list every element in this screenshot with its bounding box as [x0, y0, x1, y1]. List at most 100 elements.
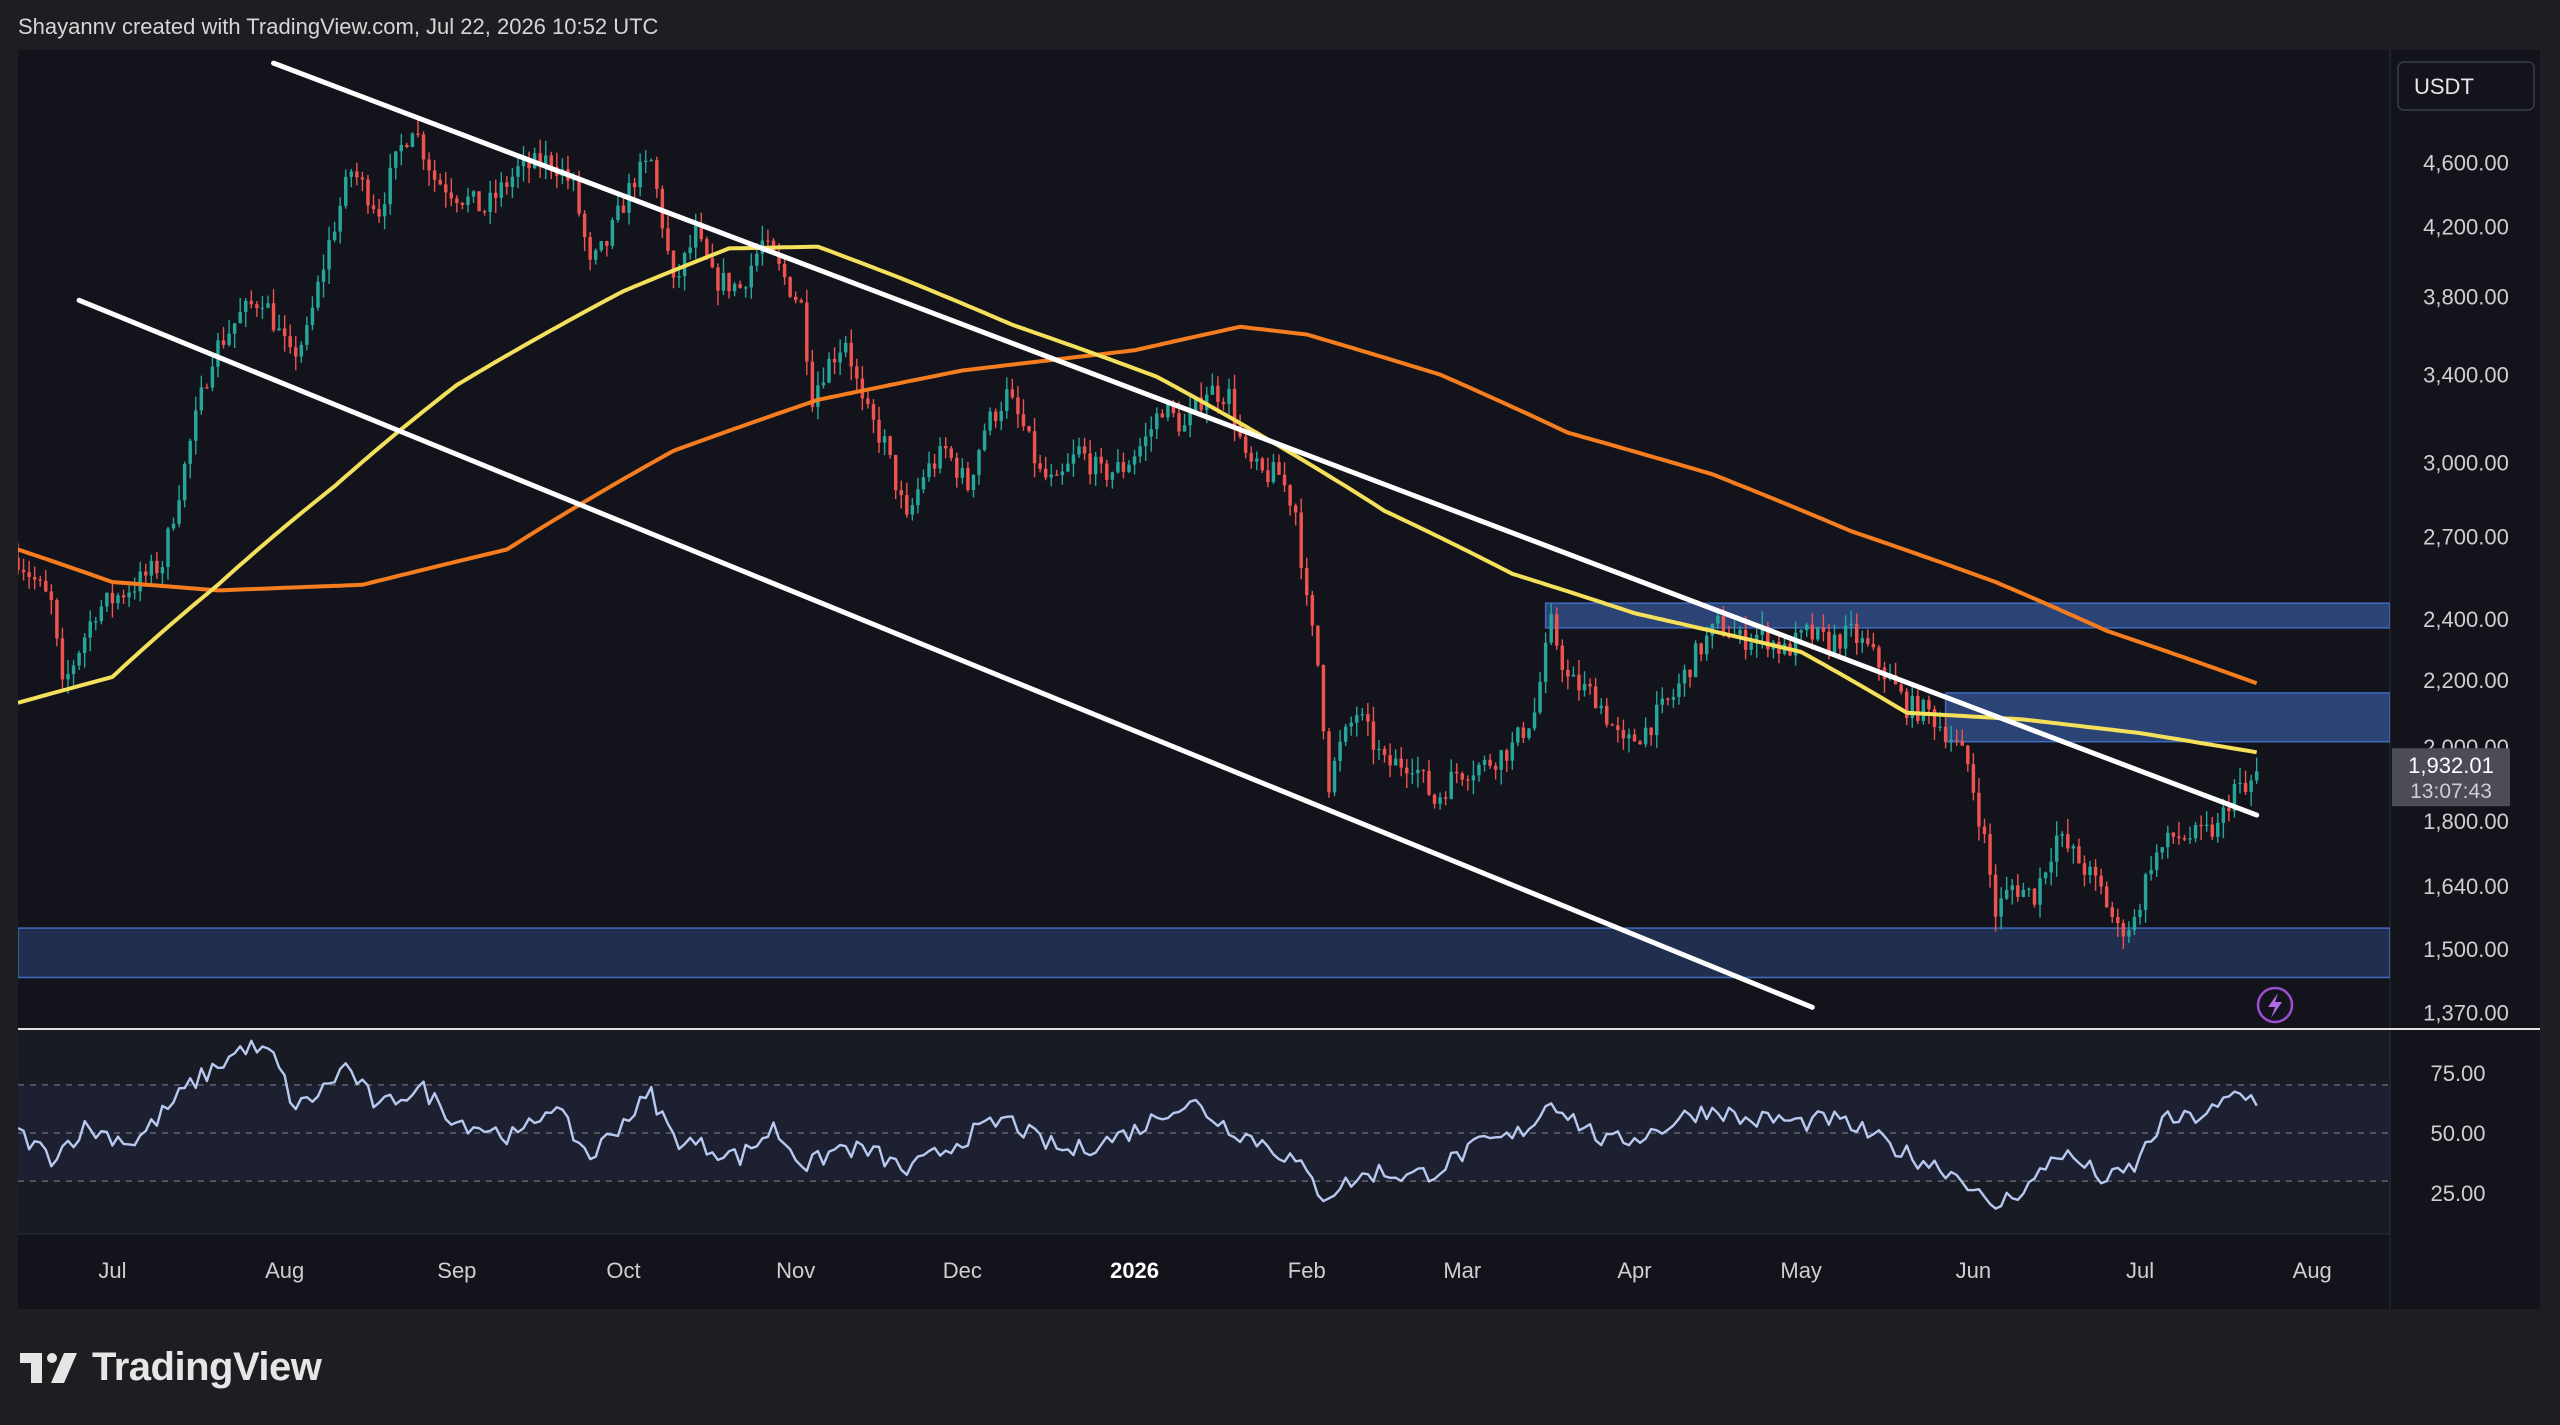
- candle-body: [732, 284, 737, 292]
- candle-body: [1221, 401, 1226, 405]
- candle-body: [416, 133, 420, 135]
- candle-body: [1010, 389, 1015, 398]
- candle-body: [1293, 505, 1298, 513]
- time-tick-label: Mar: [1443, 1258, 1481, 1283]
- candle-body: [77, 653, 81, 666]
- candle-body: [299, 344, 304, 357]
- candle-body: [605, 241, 609, 246]
- candle-body: [294, 347, 298, 357]
- candle-body: [155, 560, 159, 574]
- price-tick-label: 1,640.00: [2423, 874, 2509, 899]
- candle-body: [427, 159, 431, 171]
- candle-body: [232, 323, 237, 334]
- candle-body: [1355, 715, 1359, 723]
- time-tick-label: Sep: [437, 1258, 476, 1283]
- candle-body: [1160, 413, 1165, 418]
- candle-body: [2104, 886, 2109, 908]
- candle-body: [1960, 740, 1964, 746]
- candle-body: [882, 436, 887, 443]
- candle-body: [1471, 775, 1476, 781]
- candle-body: [816, 385, 820, 407]
- candle-body: [1138, 446, 1142, 457]
- candle-body: [282, 328, 287, 337]
- candle-body: [782, 263, 787, 278]
- candle-body: [1338, 741, 1342, 761]
- candle-body: [216, 340, 220, 367]
- candle-body: [388, 167, 392, 205]
- candle-body: [1521, 727, 1526, 738]
- brand-footer[interactable]: TradingView: [20, 1345, 322, 1390]
- candle-body: [899, 490, 903, 496]
- candle-body: [810, 361, 815, 407]
- candle-body: [1843, 625, 1848, 649]
- candle-body: [1216, 385, 1220, 402]
- current-price-label: 1,932.01 13:07:43: [2392, 748, 2510, 807]
- candle-body: [588, 237, 592, 260]
- price-tick-label: 3,000.00: [2423, 450, 2509, 475]
- candle-body: [671, 250, 676, 278]
- candle-body: [743, 287, 748, 289]
- candle-body: [910, 505, 915, 515]
- candle-body: [2227, 807, 2231, 812]
- candle-body: [988, 411, 992, 431]
- chart-frame[interactable]: 5,100.004,600.004,200.003,800.003,400.00…: [18, 50, 2540, 1309]
- candle-body: [1110, 472, 1115, 480]
- candle-body: [893, 455, 898, 491]
- candle-body: [2016, 885, 2020, 897]
- candle-body: [1577, 674, 1581, 691]
- time-tick-label: Feb: [1288, 1258, 1326, 1283]
- candle-body: [1560, 645, 1565, 670]
- candle-body: [18, 557, 20, 570]
- candle-body: [666, 228, 670, 251]
- candle-body: [132, 591, 137, 593]
- candle-body: [799, 300, 803, 303]
- currency-button[interactable]: USDT: [2397, 61, 2535, 111]
- candle-body: [1605, 705, 1609, 725]
- candle-body: [1255, 458, 1259, 462]
- candle-body: [1588, 683, 1592, 687]
- candle-body: [516, 166, 520, 177]
- candle-body: [355, 171, 359, 178]
- candle-body: [1854, 623, 1859, 643]
- candle-body: [1721, 615, 1726, 636]
- candle-body: [2193, 824, 2198, 839]
- time-tick-label: Jun: [1956, 1258, 1991, 1283]
- candle-body: [938, 445, 942, 469]
- candle-body: [1799, 630, 1803, 633]
- candle-body: [2110, 907, 2114, 917]
- candle-body: [1360, 714, 1365, 716]
- candle-body: [1866, 638, 1870, 644]
- candle-body: [1460, 773, 1465, 780]
- candle-body: [655, 160, 659, 189]
- candle-body: [166, 528, 170, 568]
- candle-body: [1016, 397, 1020, 415]
- candle-body: [1066, 463, 1070, 472]
- candle-body: [1177, 413, 1181, 432]
- axes: 5,100.004,600.004,200.003,800.003,400.00…: [98, 78, 2508, 1283]
- candle-body: [1199, 397, 1203, 411]
- chart-canvas[interactable]: 5,100.004,600.004,200.003,800.003,400.00…: [18, 50, 2540, 1309]
- candle-body: [1860, 638, 1864, 643]
- price-tick-label: 4,600.00: [2423, 151, 2509, 176]
- candle-body: [210, 366, 215, 388]
- candle-body: [377, 209, 381, 217]
- current-price-background: [2392, 748, 2510, 807]
- candle-body: [1827, 631, 1831, 653]
- lower-channel-line: [76, 297, 1815, 1010]
- lightning-icon[interactable]: [2256, 986, 2294, 1024]
- candle-body: [2027, 888, 2031, 890]
- candle-body: [738, 284, 742, 288]
- candle-body: [1405, 767, 1409, 774]
- price-tick-label: 2,200.00: [2423, 668, 2509, 693]
- candle-body: [477, 191, 481, 212]
- candle-body: [982, 430, 987, 451]
- candle-body: [1121, 462, 1126, 472]
- moving-averages: [18, 244, 2258, 755]
- candle-body: [1527, 728, 1531, 738]
- candle-body: [1677, 683, 1681, 697]
- candle-body: [877, 419, 881, 443]
- time-tick-label: Aug: [2293, 1258, 2332, 1283]
- candle-body: [1249, 452, 1253, 462]
- candle-body: [943, 445, 948, 449]
- candle-body: [177, 500, 181, 524]
